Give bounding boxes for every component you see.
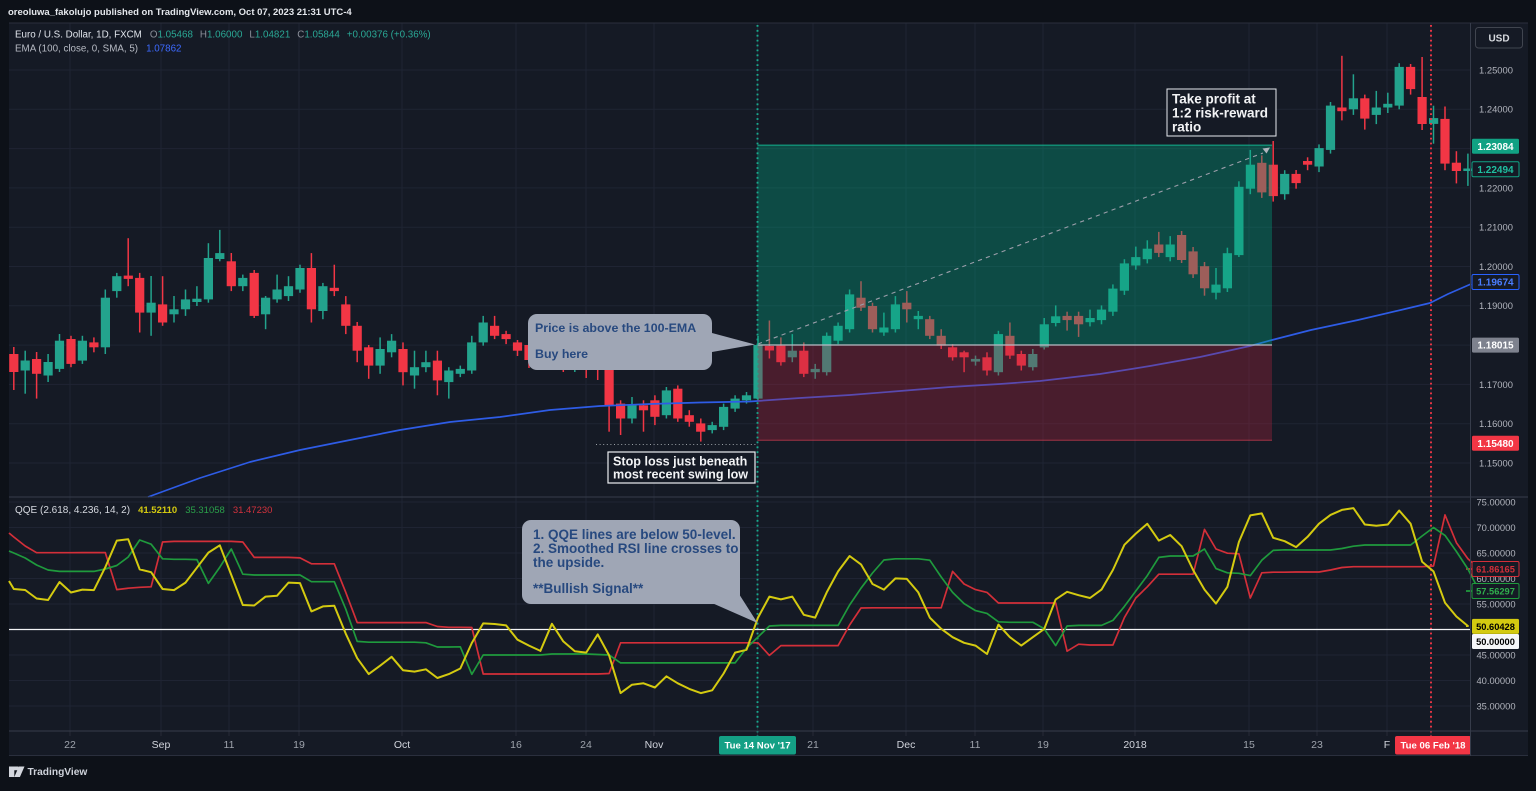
svg-text:1.23084: 1.23084 xyxy=(1477,142,1514,153)
svg-text:Tue 06 Feb '18: Tue 06 Feb '18 xyxy=(1400,741,1466,752)
svg-text:1.21000: 1.21000 xyxy=(1479,222,1513,233)
svg-text:70.00000: 70.00000 xyxy=(1476,522,1515,533)
svg-text:Buy here: Buy here xyxy=(535,347,588,361)
svg-text:11: 11 xyxy=(224,739,235,751)
svg-text:1.24000: 1.24000 xyxy=(1479,104,1513,115)
svg-text:Price is above the 100-EMA: Price is above the 100-EMA xyxy=(535,321,696,335)
svg-text:oreoluwa_fakolujo published on: oreoluwa_fakolujo published on TradingVi… xyxy=(8,7,352,18)
svg-text:65.00000: 65.00000 xyxy=(1476,547,1515,558)
svg-text:57.56297: 57.56297 xyxy=(1476,587,1515,597)
svg-text:ratio: ratio xyxy=(1172,120,1201,135)
svg-text:19: 19 xyxy=(1037,739,1049,751)
svg-text:1.20000: 1.20000 xyxy=(1479,261,1513,272)
svg-text:61.86165: 61.86165 xyxy=(1476,565,1515,575)
svg-text:1.15480: 1.15480 xyxy=(1477,439,1514,450)
svg-text:19: 19 xyxy=(293,739,305,751)
svg-text:2018: 2018 xyxy=(1123,739,1147,751)
svg-text:most recent swing low: most recent swing low xyxy=(613,468,748,482)
svg-text:1.19674: 1.19674 xyxy=(1477,278,1514,289)
svg-text:50.60428: 50.60428 xyxy=(1476,622,1515,632)
svg-text:1. QQE lines are below 50-leve: 1. QQE lines are below 50-level. xyxy=(533,527,736,542)
svg-text:55.00000: 55.00000 xyxy=(1476,598,1515,609)
svg-text:15: 15 xyxy=(1243,739,1255,751)
svg-text:40.00000: 40.00000 xyxy=(1476,675,1515,686)
svg-text:the upside.: the upside. xyxy=(533,555,604,570)
svg-text:Dec: Dec xyxy=(897,739,916,751)
svg-text:F: F xyxy=(1384,739,1390,751)
svg-text:60.00000: 60.00000 xyxy=(1476,573,1515,584)
svg-text:**Bullish Signal**: **Bullish Signal** xyxy=(533,581,644,596)
svg-text:24: 24 xyxy=(580,739,592,751)
svg-text:1:2 risk-reward: 1:2 risk-reward xyxy=(1172,106,1268,121)
svg-text:Sep: Sep xyxy=(152,739,171,751)
svg-text:EMA (100, close, 0, SMA, 5)1.0: EMA (100, close, 0, SMA, 5) 1.07862 xyxy=(15,44,181,55)
svg-text:QQE (2.618, 4.236, 14, 2)41.52: QQE (2.618, 4.236, 14, 2) 41.52110 35.3105… xyxy=(15,505,272,516)
svg-text:Stop loss just beneath: Stop loss just beneath xyxy=(613,455,747,469)
svg-text:Oct: Oct xyxy=(394,739,410,751)
svg-text:16: 16 xyxy=(510,739,522,751)
svg-text:75.00000: 75.00000 xyxy=(1476,496,1515,507)
svg-text:22: 22 xyxy=(64,739,76,751)
svg-text:2. Smoothed RSI line crosses t: 2. Smoothed RSI line crosses to xyxy=(533,541,739,556)
svg-text:1.18015: 1.18015 xyxy=(1477,341,1514,352)
svg-text:21: 21 xyxy=(807,739,819,751)
svg-text:1.17000: 1.17000 xyxy=(1479,379,1513,390)
svg-text:50.00000: 50.00000 xyxy=(1476,637,1515,647)
svg-text:Tue 14 Nov '17: Tue 14 Nov '17 xyxy=(724,741,790,752)
svg-text:1.25000: 1.25000 xyxy=(1479,64,1513,75)
svg-text:35.00000: 35.00000 xyxy=(1476,700,1515,711)
svg-text:1.22494: 1.22494 xyxy=(1477,165,1514,176)
svg-text:11: 11 xyxy=(970,739,981,751)
svg-text:1.16000: 1.16000 xyxy=(1479,418,1513,429)
svg-text:Take profit at: Take profit at xyxy=(1172,92,1256,107)
svg-text:USD: USD xyxy=(1488,34,1509,45)
svg-text:Nov: Nov xyxy=(645,739,664,751)
svg-text:1.19000: 1.19000 xyxy=(1479,300,1513,311)
svg-text:45.00000: 45.00000 xyxy=(1476,649,1515,660)
svg-text:1.22000: 1.22000 xyxy=(1479,182,1513,193)
svg-text:1.15000: 1.15000 xyxy=(1479,457,1513,468)
svg-text:23: 23 xyxy=(1311,739,1323,751)
svg-text:TradingView: TradingView xyxy=(28,767,88,778)
